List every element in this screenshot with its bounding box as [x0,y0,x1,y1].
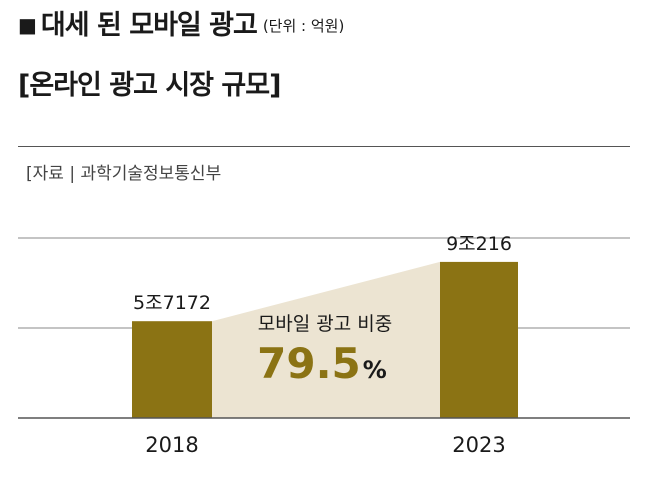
chart-subtitle: [온라인 광고 시장 규모] [18,70,281,101]
annotation-number: 79.5 [257,339,361,388]
source-label: [자료 | 과학기술정보통신부 [26,164,222,184]
growth-band [212,261,440,418]
square-bullet-icon: ■ [18,13,37,37]
data-label-2018: 5조7172 [133,292,211,314]
annotation-label: 모바일 광고 비중 [258,313,392,335]
headline: ■ 대세 된 모바일 광고 (단위 : 억원) [18,12,344,39]
headline-title: 대세 된 모바일 광고 [40,10,258,41]
top-divider [18,146,630,147]
x-tick-2023: 2023 [452,433,505,457]
annotation-unit: % [363,356,387,384]
bar-2018 [132,321,212,418]
x-tick-2018: 2018 [145,433,198,457]
data-label-2023: 9조216 [446,233,512,255]
bar-2023 [440,261,518,418]
annotation-value: 79.5% [257,339,387,388]
unit-note: (단위 : 억원) [262,17,345,35]
